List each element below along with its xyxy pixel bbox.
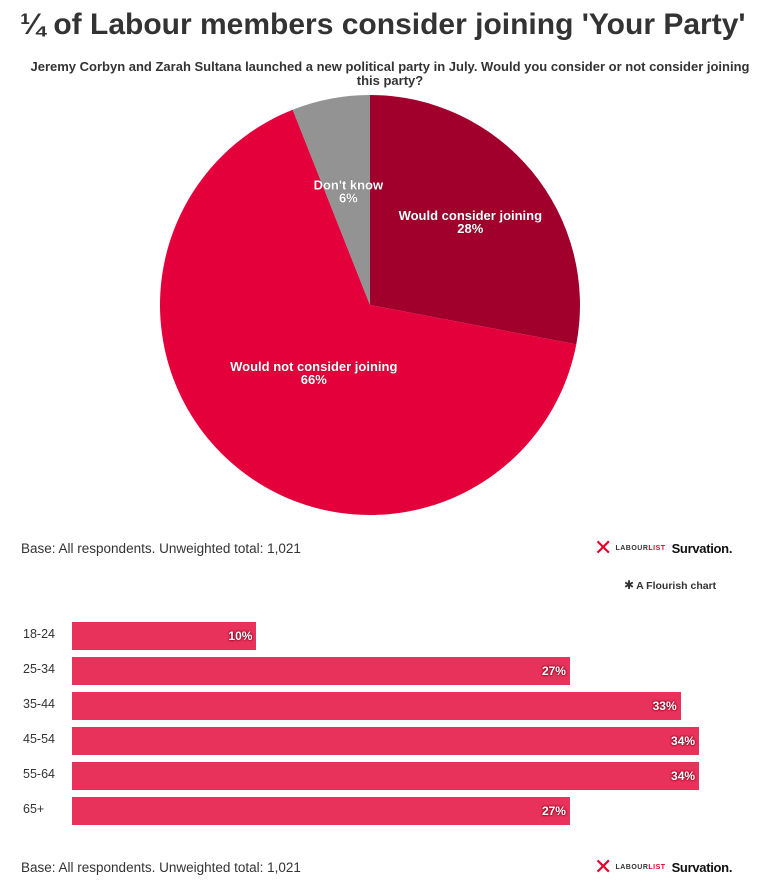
bar: 10%: [72, 622, 257, 650]
labourlist-x-icon: ✕: [594, 535, 613, 560]
flourish-label: A Flourish chart: [636, 580, 717, 592]
bar: 34%: [72, 727, 700, 755]
bar-row: 25-34 27%: [0, 655, 780, 685]
pie-source-logos: ✕ LABOURLIST Survation.: [594, 537, 732, 559]
survation-logo: Survation.: [671, 859, 733, 875]
bar-row: 35-44 33%: [0, 690, 780, 720]
bar-category-label: 18-24: [23, 627, 55, 641]
bar-value-label: 27%: [541, 664, 566, 678]
pie-slice-would-not-consider-value: 66%: [301, 372, 327, 387]
pie-base-note: Base: All respondents. Unweighted total:…: [21, 541, 301, 556]
bar-category-label: 65+: [23, 802, 45, 816]
bar-base-note: Base: All respondents. Unweighted total:…: [21, 860, 301, 875]
bar-category-label: 35-44: [23, 697, 55, 711]
flourish-credit-link[interactable]: ✱ A Flourish chart: [624, 578, 716, 592]
survation-logo: Survation.: [671, 540, 733, 556]
pie-slice-dont-know: [292, 95, 370, 305]
chart-title: ¼ of Labour members consider joining 'Yo…: [20, 8, 746, 41]
bar-value-label: 34%: [671, 769, 696, 783]
bar: 33%: [72, 692, 681, 720]
bar-value-label: 27%: [541, 804, 566, 818]
bar-row: 18-24 10%: [0, 620, 780, 650]
bar-category-label: 45-54: [23, 732, 55, 746]
pie-slice-would-not-consider: [159, 109, 577, 515]
bar-row: 45-54 34%: [0, 725, 780, 755]
bar-row: 55-64 34%: [0, 760, 780, 790]
bar-value-label: 33%: [652, 699, 677, 713]
pie-slice-would-consider-value: 28%: [457, 221, 483, 236]
labourlist-logo: LABOURLIST: [615, 544, 666, 552]
bar-source-logos: ✕ LABOURLIST Survation.: [594, 856, 732, 878]
labourlist-logo: LABOURLIST: [615, 863, 666, 871]
bar-value-label: 10%: [228, 629, 253, 643]
bar: 27%: [72, 797, 570, 825]
bar: 27%: [72, 657, 570, 685]
bar-category-label: 55-64: [23, 767, 55, 781]
age-bar-chart: 18-24 10% 25-34 27% 35-44 33% 45-54 34% 55-64 34%…: [0, 620, 780, 830]
bar-row: 65+ 27%: [0, 795, 780, 825]
pie-slice-dont-know-label: Don't know: [314, 178, 384, 193]
pie-slice-would-consider: [370, 95, 580, 345]
pie-slice-would-not-consider-label: Would not consider joining: [230, 359, 397, 374]
pie-slice-dont-know-value: 6%: [339, 191, 358, 206]
pie-slice-would-consider-label: Would consider joining: [399, 208, 543, 223]
labourlist-x-icon: ✕: [594, 854, 613, 879]
flourish-star-icon: ✱: [624, 578, 635, 592]
bar-category-label: 25-34: [23, 662, 55, 676]
bar-value-label: 34%: [671, 734, 696, 748]
chart-subtitle: Jeremy Corbyn and Zarah Sultana launched…: [30, 59, 750, 88]
bar: 34%: [72, 762, 700, 790]
